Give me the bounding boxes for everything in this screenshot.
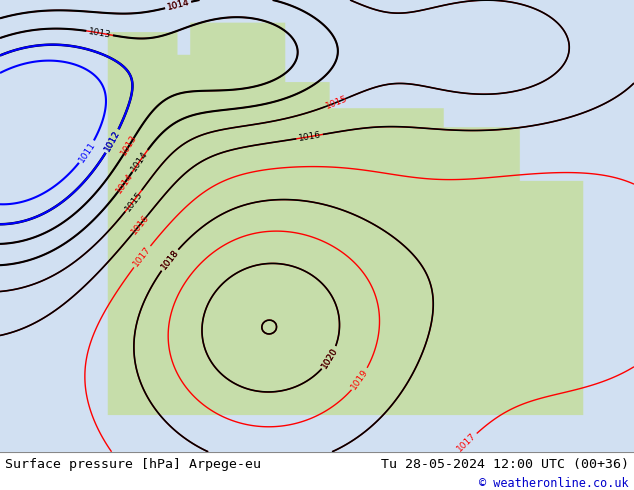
Text: 1020: 1020	[320, 346, 340, 370]
Text: 1014: 1014	[166, 0, 190, 12]
Text: 1012: 1012	[103, 129, 122, 153]
Text: 1015: 1015	[123, 189, 144, 213]
Text: 1018: 1018	[159, 248, 180, 271]
Text: 1017: 1017	[455, 432, 478, 454]
Text: 1018: 1018	[159, 248, 180, 271]
Text: Tu 28-05-2024 12:00 UTC (00+36): Tu 28-05-2024 12:00 UTC (00+36)	[381, 458, 629, 470]
Text: 1019: 1019	[350, 368, 370, 391]
Text: 1015: 1015	[325, 94, 349, 111]
Text: 1016: 1016	[297, 130, 321, 143]
Text: 1016: 1016	[129, 213, 151, 236]
Text: 1012: 1012	[103, 129, 122, 153]
Text: 1013: 1013	[119, 133, 139, 157]
Text: 1014: 1014	[130, 149, 150, 173]
Text: © weatheronline.co.uk: © weatheronline.co.uk	[479, 477, 629, 490]
Text: 1013: 1013	[87, 26, 112, 39]
Text: 1017: 1017	[131, 245, 153, 269]
Text: Surface pressure [hPa] Arpege-eu: Surface pressure [hPa] Arpege-eu	[5, 458, 261, 470]
Text: 1014: 1014	[166, 0, 190, 12]
Text: 1014: 1014	[114, 171, 135, 195]
Text: 1011: 1011	[77, 140, 97, 164]
Text: 1020: 1020	[320, 346, 340, 370]
